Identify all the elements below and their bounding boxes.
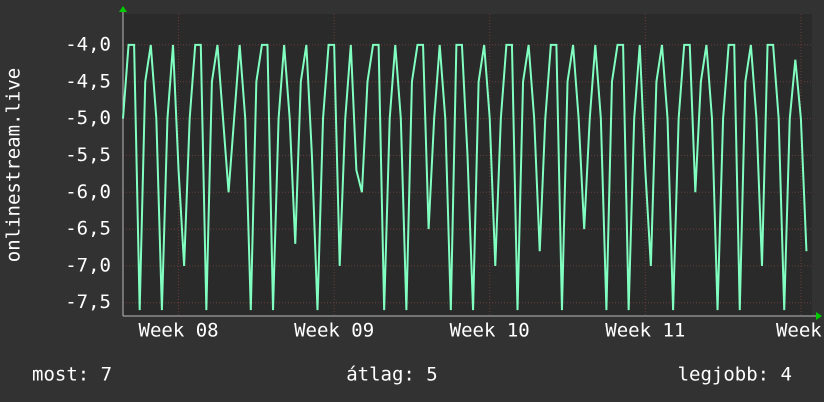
x-tick-label: Week 09	[294, 320, 374, 342]
x-tick-label: Week	[776, 320, 822, 342]
y-arrow	[119, 6, 127, 12]
series-line	[122, 43, 808, 311]
y-tick-label: -4,5	[65, 70, 111, 92]
x-arrow	[816, 312, 822, 320]
x-tick-label: Week 11	[605, 320, 685, 342]
y-tick-label: -6,0	[65, 181, 111, 203]
y-tick-label: -6,5	[65, 218, 111, 240]
x-tick-label: Week 08	[139, 320, 219, 342]
y-tick-label: -5,5	[65, 144, 111, 166]
y-tick-label: -5,0	[65, 107, 111, 129]
y-tick-label: -7,0	[65, 254, 111, 276]
footer-average: átlag: 5	[346, 364, 438, 386]
y-axis-title: onlinestream.live	[3, 68, 25, 262]
y-tick-label: -4,0	[65, 33, 111, 55]
footer-current: most: 7	[32, 364, 112, 386]
y-tick-label: -7,5	[65, 291, 111, 313]
x-tick-label: Week 10	[450, 320, 530, 342]
footer-best: legjobb: 4	[678, 364, 792, 386]
